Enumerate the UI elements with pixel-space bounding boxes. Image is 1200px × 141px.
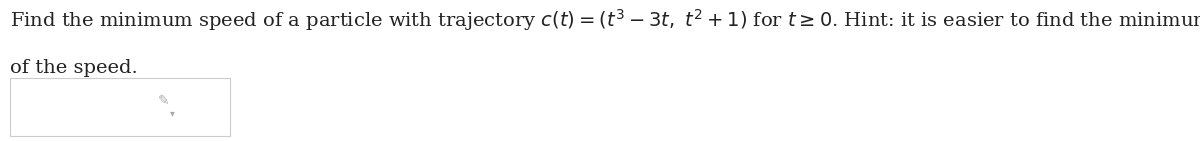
Text: ▾: ▾ — [170, 108, 175, 118]
Text: Find the minimum speed of a particle with trajectory $c(t) = (t^3 - 3t,\ t^2 + 1: Find the minimum speed of a particle wit… — [10, 7, 1200, 33]
FancyBboxPatch shape — [10, 78, 230, 136]
Text: ✎: ✎ — [158, 94, 170, 108]
Text: of the speed.: of the speed. — [10, 59, 137, 77]
